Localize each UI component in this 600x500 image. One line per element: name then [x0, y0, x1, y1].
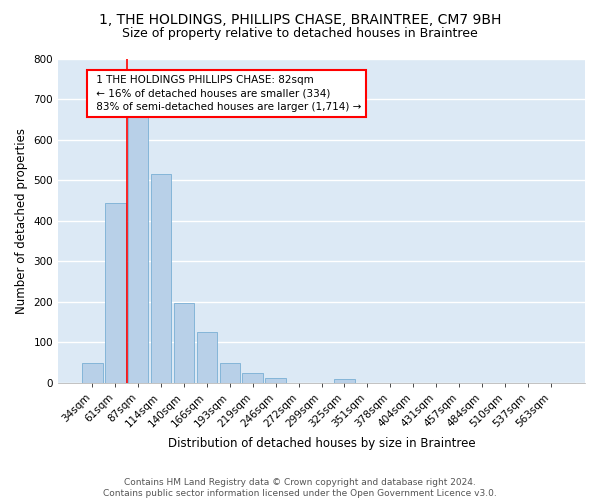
Bar — [242, 373, 263, 383]
Bar — [105, 204, 125, 383]
Text: Size of property relative to detached houses in Braintree: Size of property relative to detached ho… — [122, 28, 478, 40]
Bar — [151, 174, 172, 383]
Bar — [82, 364, 103, 383]
Bar — [265, 378, 286, 383]
Text: 1 THE HOLDINGS PHILLIPS CHASE: 82sqm
 ← 16% of detached houses are smaller (334): 1 THE HOLDINGS PHILLIPS CHASE: 82sqm ← 1… — [92, 75, 361, 112]
Bar — [334, 378, 355, 383]
Bar — [197, 332, 217, 383]
Bar — [220, 364, 240, 383]
Bar — [173, 303, 194, 383]
Bar — [128, 115, 148, 383]
Text: 1, THE HOLDINGS, PHILLIPS CHASE, BRAINTREE, CM7 9BH: 1, THE HOLDINGS, PHILLIPS CHASE, BRAINTR… — [99, 12, 501, 26]
Text: Contains HM Land Registry data © Crown copyright and database right 2024.
Contai: Contains HM Land Registry data © Crown c… — [103, 478, 497, 498]
Y-axis label: Number of detached properties: Number of detached properties — [15, 128, 28, 314]
X-axis label: Distribution of detached houses by size in Braintree: Distribution of detached houses by size … — [168, 437, 475, 450]
